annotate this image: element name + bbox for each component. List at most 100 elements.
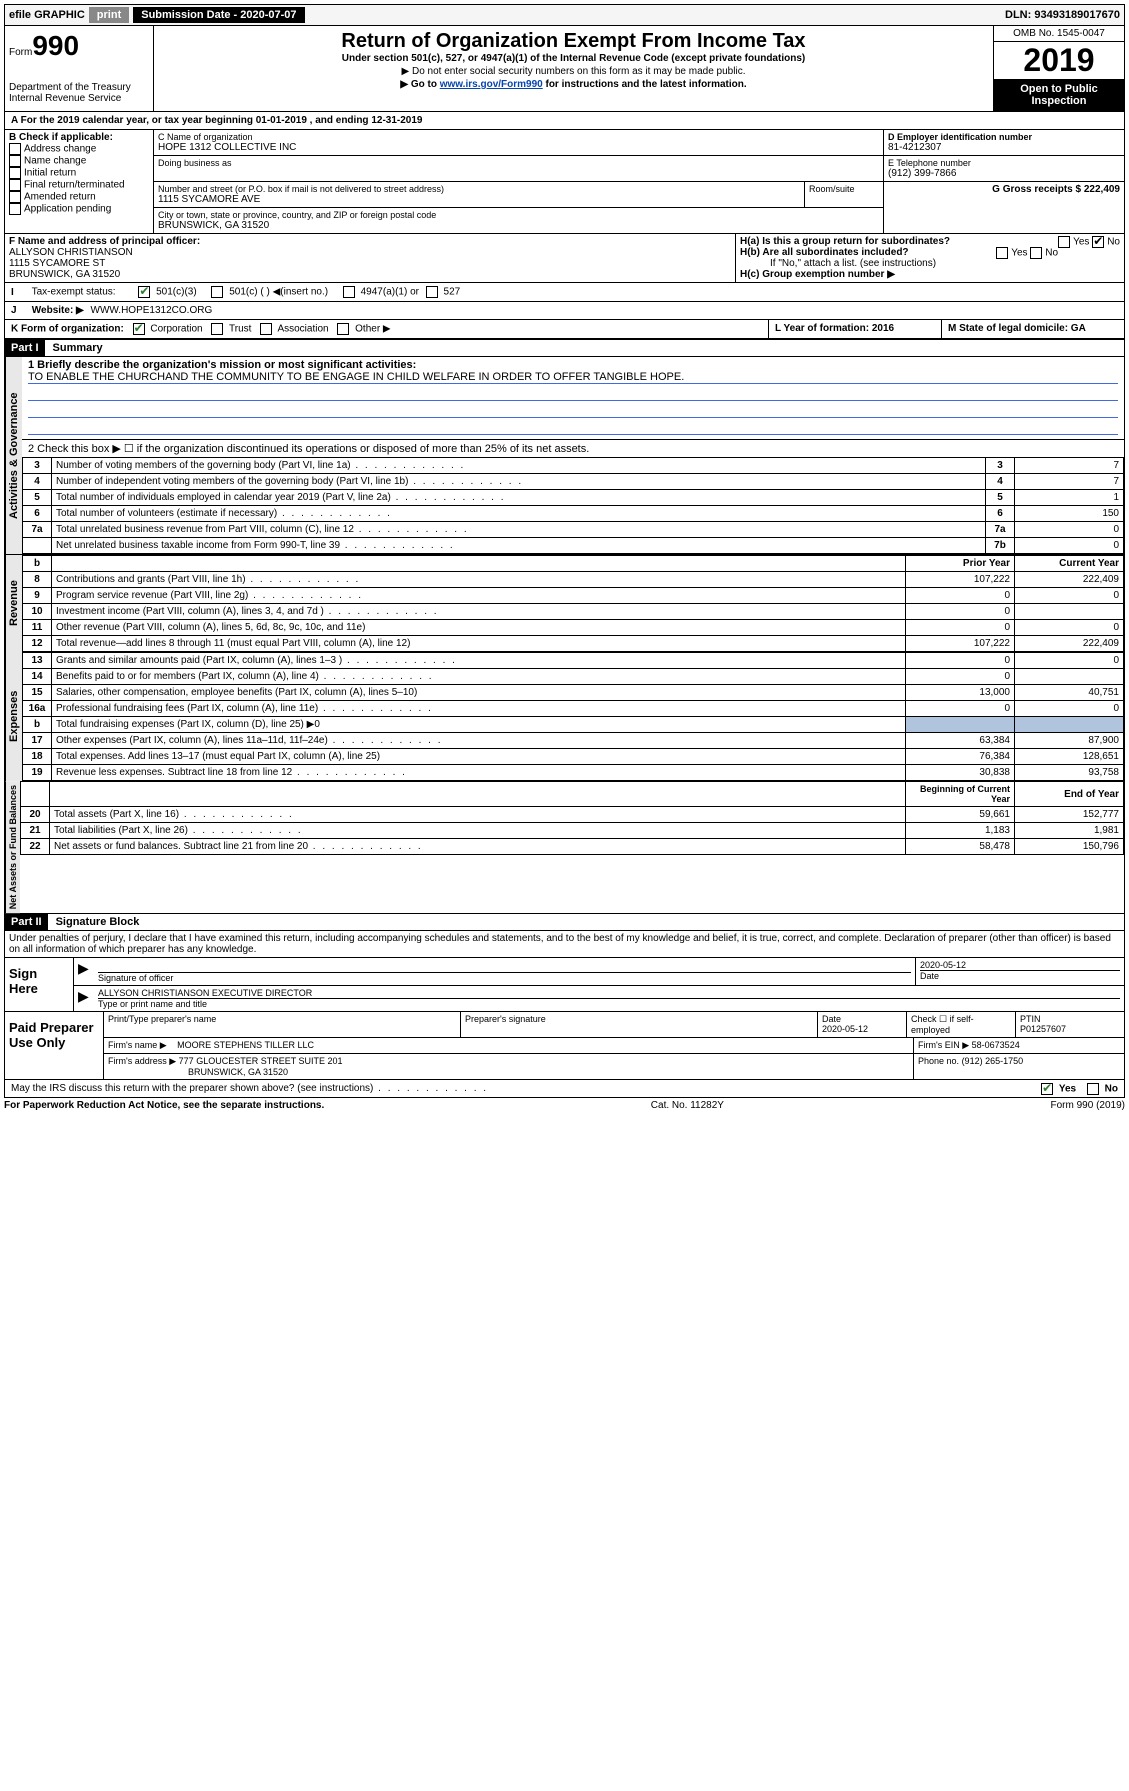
b-opt-2[interactable]: Initial return (9, 167, 149, 179)
discuss-yes[interactable] (1041, 1083, 1053, 1095)
netassets-section: Net Assets or Fund Balances Beginning of… (4, 781, 1125, 914)
street-label: Number and street (or P.O. box if mail i… (158, 184, 800, 194)
year-formation: L Year of formation: 2016 (768, 320, 941, 338)
sign-here-label: Sign Here (5, 958, 73, 1011)
irs-link[interactable]: www.irs.gov/Form990 (440, 79, 543, 90)
expenses-section: Expenses 13Grants and similar amounts pa… (4, 652, 1125, 781)
officer-city: BRUNSWICK, GA 31520 (9, 269, 731, 280)
e-label: E Telephone number (888, 158, 1120, 168)
c-label: C Name of organization (158, 132, 879, 142)
b-opt-3[interactable]: Final return/terminated (9, 179, 149, 191)
assoc-checkbox[interactable] (260, 323, 272, 335)
prep-name-label: Print/Type preparer's name (104, 1012, 461, 1037)
paid-preparer-block: Paid Preparer Use Only Print/Type prepar… (4, 1012, 1125, 1080)
4947-checkbox[interactable] (343, 286, 355, 298)
submission-date: Submission Date - 2020-07-07 (133, 7, 304, 23)
section-a-heading: A For the 2019 calendar year, or tax yea… (4, 112, 1125, 130)
open-public: Open to Public Inspection (994, 79, 1124, 111)
paperwork-notice: For Paperwork Reduction Act Notice, see … (4, 1100, 324, 1111)
b-opt-4[interactable]: Amended return (9, 191, 149, 203)
hb-note: If "No," attach a list. (see instruction… (740, 258, 1120, 269)
website-url[interactable]: WWW.HOPE1312CO.ORG (91, 305, 213, 316)
department: Department of the Treasury Internal Reve… (9, 82, 149, 104)
b-label: B Check if applicable: (9, 132, 149, 143)
prep-date-label: Date (822, 1014, 902, 1024)
revenue-label: Revenue (5, 555, 22, 652)
ein: 81-4212307 (888, 142, 1120, 153)
firm-addr2: BRUNSWICK, GA 31520 (108, 1067, 909, 1077)
footer: For Paperwork Reduction Act Notice, see … (4, 1098, 1125, 1113)
dln: DLN: 93493189017670 (1001, 7, 1124, 23)
section-fh: F Name and address of principal officer:… (4, 234, 1125, 283)
dba-label: Doing business as (158, 158, 879, 168)
firm-phone: (912) 265-1750 (962, 1056, 1024, 1066)
ptin-label: PTIN (1020, 1014, 1120, 1024)
note-link: ▶ Go to www.irs.gov/Form990 for instruct… (162, 79, 985, 90)
state-domicile: M State of legal domicile: GA (941, 320, 1124, 338)
officer-street: 1115 SYCAMORE ST (9, 258, 731, 269)
501c3-checkbox[interactable] (138, 286, 150, 298)
b-opt-5[interactable]: Application pending (9, 203, 149, 215)
section-bcdefg: B Check if applicable: Address change Na… (4, 130, 1125, 234)
arrow-icon: ▶ (78, 960, 89, 976)
sign-here-block: Sign Here ▶ Signature of officer 2020-05… (4, 958, 1125, 1012)
revenue-table: bPrior YearCurrent Year 8Contributions a… (22, 555, 1124, 652)
print-button[interactable]: print (89, 7, 129, 23)
date-label: Date (920, 971, 1120, 981)
b-opt-1[interactable]: Name change (9, 155, 149, 167)
prep-sig-label: Preparer's signature (461, 1012, 818, 1037)
g-receipts: G Gross receipts $ 222,409 (992, 184, 1120, 195)
other-checkbox[interactable] (337, 323, 349, 335)
omb-number: OMB No. 1545-0047 (994, 26, 1124, 42)
tax-year: 2019 (994, 42, 1124, 79)
line2: 2 Check this box ▶ ☐ if the organization… (22, 440, 1124, 457)
line1-label: 1 Briefly describe the organization's mi… (28, 359, 1118, 371)
phone: (912) 399-7866 (888, 168, 1120, 179)
revenue-section: Revenue bPrior YearCurrent Year 8Contrib… (4, 554, 1125, 652)
expenses-table: 13Grants and similar amounts paid (Part … (22, 652, 1124, 781)
ptin: P01257607 (1020, 1024, 1120, 1034)
discuss-no[interactable] (1087, 1083, 1099, 1095)
arrow-icon: ▶ (78, 988, 89, 1004)
governance-label: Activities & Governance (5, 357, 22, 554)
form-subtitle: Under section 501(c), 527, or 4947(a)(1)… (162, 53, 985, 64)
hb-row: H(b) Are all subordinates included? Yes … (740, 247, 1120, 258)
officer-typed: ALLYSON CHRISTIANSON EXECUTIVE DIRECTOR (98, 988, 1120, 999)
firm-addr-label: Firm's address ▶ (108, 1056, 176, 1066)
corp-checkbox[interactable] (133, 323, 145, 335)
klm-row: K Form of organization: Corporation Trus… (4, 320, 1125, 339)
form-word: Form (9, 47, 32, 58)
efile-label: efile GRAPHIC (9, 9, 85, 21)
d-label: D Employer identification number (888, 132, 1120, 142)
firm-addr1: 777 GLOUCESTER STREET SUITE 201 (179, 1056, 343, 1066)
ha-row: H(a) Is this a group return for subordin… (740, 236, 1120, 247)
org-name: HOPE 1312 COLLECTIVE INC (158, 142, 879, 153)
sig-date: 2020-05-12 (920, 960, 1120, 971)
check-self[interactable]: Check ☐ if self-employed (907, 1012, 1016, 1037)
trust-checkbox[interactable] (211, 323, 223, 335)
governance-section: Activities & Governance 1 Briefly descri… (4, 357, 1125, 554)
sig-officer-label: Signature of officer (98, 973, 911, 983)
firm-ein: 58-0673524 (972, 1040, 1020, 1050)
top-bar: efile GRAPHIC print Submission Date - 20… (4, 4, 1125, 26)
street: 1115 SYCAMORE AVE (158, 194, 800, 205)
b-opt-0[interactable]: Address change (9, 143, 149, 155)
room-label: Room/suite (809, 184, 879, 194)
tax-exempt-row: I Tax-exempt status: 501(c)(3) 501(c) ( … (4, 283, 1125, 302)
expenses-label: Expenses (5, 652, 22, 781)
527-checkbox[interactable] (426, 286, 438, 298)
part1-header: Part I Summary (4, 339, 1125, 357)
501c-checkbox[interactable] (211, 286, 223, 298)
netassets-table: Beginning of Current YearEnd of Year 20T… (20, 781, 1124, 855)
netassets-label: Net Assets or Fund Balances (5, 781, 20, 913)
firm-ein-label: Firm's EIN ▶ (918, 1040, 969, 1050)
gov-table: 3Number of voting members of the governi… (22, 457, 1124, 554)
prep-date: 2020-05-12 (822, 1024, 902, 1034)
form-header: Form990 Department of the Treasury Inter… (4, 26, 1125, 112)
firm-name: MOORE STEPHENS TILLER LLC (177, 1040, 314, 1050)
discuss-row: May the IRS discuss this return with the… (4, 1080, 1125, 1098)
form-number: 990 (32, 30, 79, 61)
paid-preparer-label: Paid Preparer Use Only (5, 1012, 103, 1079)
hc-label: H(c) Group exemption number ▶ (740, 269, 1120, 280)
phone-label: Phone no. (918, 1056, 959, 1066)
